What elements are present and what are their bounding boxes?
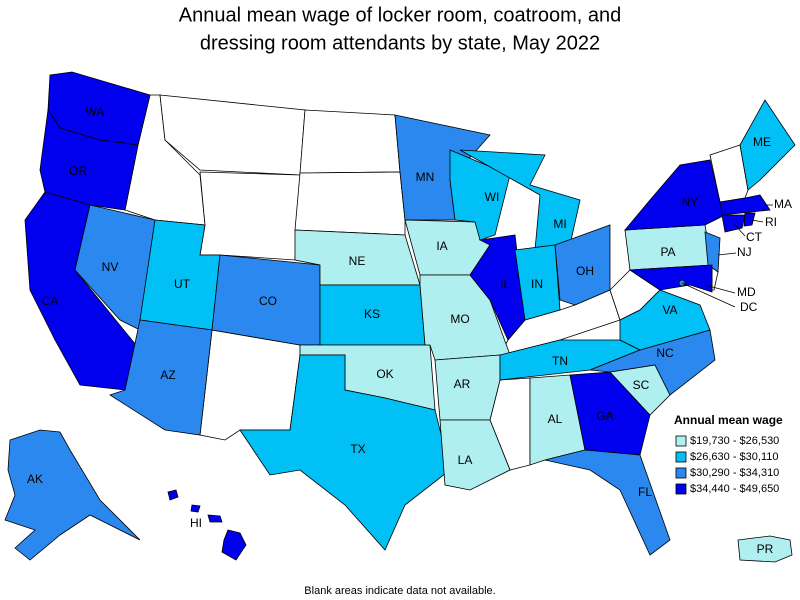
state-shape (624, 159, 726, 231)
state-label: VA (662, 303, 677, 317)
state-shape (719, 194, 771, 216)
legend-swatch (675, 435, 687, 447)
state-shape (199, 329, 301, 441)
state-label: NY (682, 195, 699, 209)
state-label: OR (69, 164, 87, 178)
state-label: TN (552, 354, 568, 368)
hi-islands (167, 489, 223, 523)
state-shape (544, 449, 671, 556)
title-line: Annual mean wage of locker room, coatroo… (179, 4, 621, 26)
state-shape (221, 529, 247, 561)
footnote: Blank areas indicate data not available. (304, 585, 495, 597)
state-label: OK (376, 367, 393, 381)
state-label: LA (458, 453, 473, 467)
state-shape (199, 171, 301, 261)
title-line: dressing room attendants by state, May 2… (200, 32, 600, 54)
state-label: AK (27, 472, 43, 486)
state-label: IL (500, 277, 510, 291)
state-label: MN (416, 170, 435, 184)
legend-title: Annual mean wage (674, 413, 783, 427)
leader-line (681, 282, 736, 308)
state-shape (589, 329, 716, 396)
state-shape (619, 289, 711, 351)
state-shape (743, 212, 756, 227)
state-shape (449, 149, 511, 241)
legend-label: $34,440 - $49,650 (690, 483, 779, 495)
legend-label: $19,730 - $26,530 (690, 435, 779, 447)
state-label: WI (485, 190, 500, 204)
state-shape (628, 264, 713, 293)
state-label: PR (757, 542, 774, 556)
island (167, 489, 179, 501)
state-label: MD (737, 285, 756, 299)
island (207, 514, 223, 523)
state-label: NC (656, 346, 674, 360)
state-label: FL (638, 485, 652, 499)
state-shape (704, 231, 721, 273)
state-label: UT (174, 277, 191, 291)
state-label: RI (765, 215, 777, 229)
state-shape (239, 354, 451, 551)
state-label: IN (531, 277, 543, 291)
leader-line (734, 224, 746, 237)
state-shape (159, 94, 306, 176)
leader-line (751, 219, 764, 223)
state-label: SC (633, 378, 650, 392)
legend-label: $26,630 - $30,110 (690, 451, 778, 463)
state-shape (434, 354, 501, 421)
state-shape (74, 204, 156, 331)
legend-items: $19,730 - $26,530 $26,630 - $30,110 $30,29… (675, 435, 779, 495)
state-label: HI (190, 516, 202, 530)
state-label: AZ (160, 368, 175, 382)
leader-line (704, 284, 736, 294)
states: WA OR CA NV UT AZ CO NE KS OK TX MN IA M… (4, 71, 796, 563)
state-shape (459, 149, 581, 251)
state-shape (737, 535, 793, 563)
state-label: WA (86, 105, 105, 119)
state-shape (439, 419, 511, 491)
state-label: GA (596, 409, 613, 423)
state-label: PA (660, 245, 675, 259)
state-shape (721, 214, 746, 233)
state-label: AL (548, 412, 563, 426)
state-shape (469, 234, 526, 341)
state-shape (554, 224, 611, 306)
state-label: CT (746, 230, 763, 244)
state-shape (294, 171, 406, 236)
state-label: ME (753, 135, 771, 149)
state-label: OH (576, 264, 594, 278)
state-label: TX (350, 442, 365, 456)
state-label: IA (436, 239, 447, 253)
legend-label: $30,290 - $34,310 (690, 467, 779, 479)
state-shape (739, 99, 796, 191)
state-label: MI (553, 217, 566, 231)
state-shape (569, 371, 651, 456)
state-shape (514, 244, 561, 321)
state-label: CO (259, 294, 277, 308)
state-shape (39, 108, 139, 211)
state-label: KS (364, 307, 380, 321)
state-label: MO (450, 312, 469, 326)
legend-swatch (675, 467, 687, 479)
state-label: NJ (737, 245, 752, 259)
island (190, 504, 201, 513)
state-label: AR (454, 377, 471, 391)
leader-line (717, 252, 737, 256)
state-label: CA (42, 294, 59, 308)
state-label: NV (102, 260, 119, 274)
state-label: MA (774, 197, 792, 211)
state-shape (4, 429, 141, 561)
legend-swatch (675, 483, 687, 495)
state-label: DC (740, 300, 758, 314)
legend-swatch (675, 451, 687, 463)
state-label: NE (349, 254, 366, 268)
state-shape (299, 109, 401, 174)
legend: Annual mean wage $19,730 - $26,530 $26,63… (674, 413, 783, 495)
